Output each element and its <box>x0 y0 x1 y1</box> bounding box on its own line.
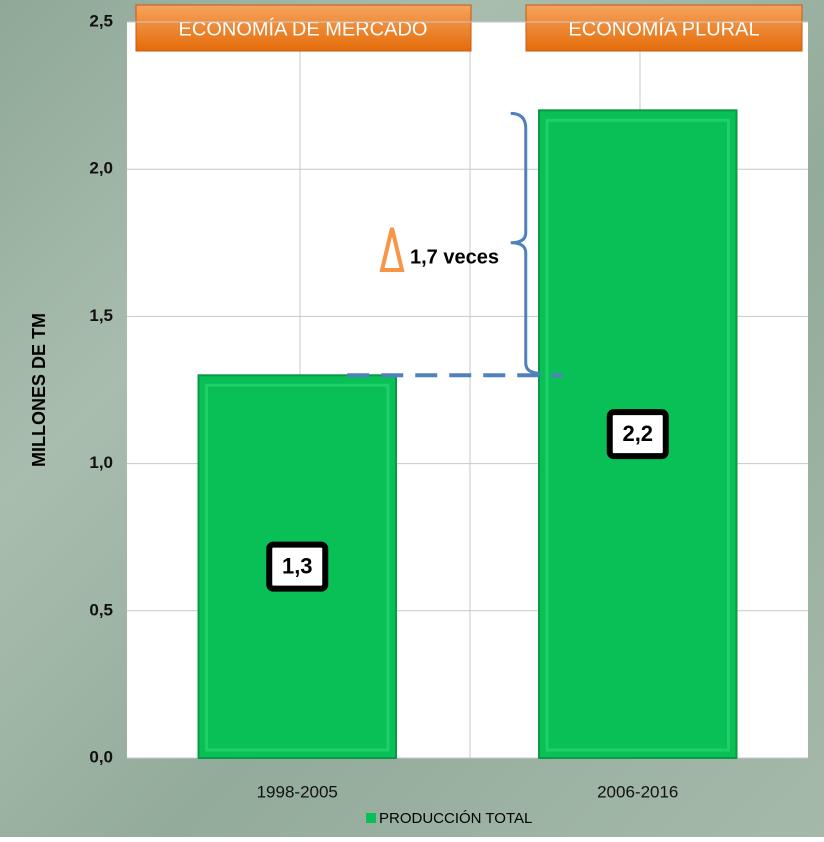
x-tick-label: 1998-2005 <box>257 782 338 801</box>
annotation: ECONOMÍA PLURAL <box>568 17 759 40</box>
annotation: ECONOMÍA DE MERCADO <box>179 17 428 40</box>
y-tick-label: 1,0 <box>89 453 113 472</box>
x-tick-label: 2006-2016 <box>597 782 678 801</box>
bar-bevel <box>545 118 730 752</box>
y-tick-label: 0,5 <box>89 600 113 619</box>
y-tick-label: 2,5 <box>89 11 113 30</box>
y-tick-label: 1,5 <box>89 306 113 325</box>
brace <box>510 111 541 375</box>
data-label-box <box>266 541 329 592</box>
data-label-box <box>606 409 669 460</box>
data-label: 1,3 <box>282 553 313 578</box>
data-label: 2,2 <box>622 421 653 446</box>
y-tick-label: 2,0 <box>89 159 113 178</box>
y-axis-label: MILLONES DE TM <box>29 313 49 467</box>
annotation-box <box>525 4 803 52</box>
legend-swatch <box>366 813 376 823</box>
bar-bevel <box>205 383 390 752</box>
legend-label: PRODUCCIÓN TOTAL <box>379 810 532 827</box>
annotation: 1,7 veces <box>410 246 499 268</box>
y-tick-label: 0,0 <box>89 747 113 766</box>
annotation-box <box>135 4 472 52</box>
delta-icon <box>379 227 405 272</box>
